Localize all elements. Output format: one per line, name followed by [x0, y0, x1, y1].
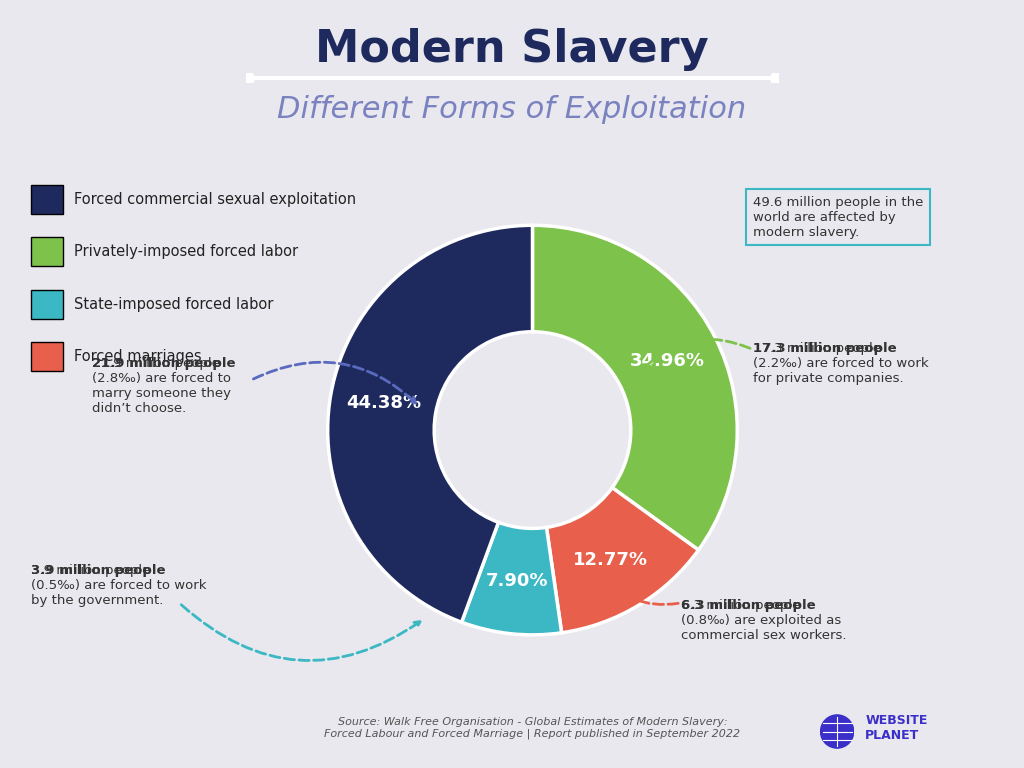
Wedge shape: [532, 225, 737, 550]
Text: State-imposed forced labor: State-imposed forced labor: [74, 296, 273, 312]
Text: 21.9 million people
(2.8‰) are forced to
marry someone they
didn’t choose.: 21.9 million people (2.8‰) are forced to…: [92, 357, 231, 415]
Text: 3.9 million people
(0.5‰) are forced to work
by the government.: 3.9 million people (0.5‰) are forced to …: [31, 564, 206, 607]
Circle shape: [820, 715, 854, 748]
Text: 34.96%: 34.96%: [630, 352, 705, 370]
Text: WEBSITE
PLANET: WEBSITE PLANET: [865, 714, 928, 742]
Text: Privately-imposed forced labor: Privately-imposed forced labor: [74, 244, 298, 260]
Text: 3.9 million people: 3.9 million people: [31, 564, 165, 578]
Text: 6.3 million people: 6.3 million people: [681, 599, 815, 612]
Text: Different Forms of Exploitation: Different Forms of Exploitation: [278, 94, 746, 124]
Text: 21.9 million people: 21.9 million people: [92, 357, 236, 370]
Text: 17.3 million people: 17.3 million people: [753, 342, 896, 355]
Text: 12.77%: 12.77%: [573, 551, 648, 569]
Wedge shape: [328, 225, 532, 622]
Wedge shape: [462, 522, 561, 635]
Wedge shape: [547, 488, 698, 633]
Text: 7.90%: 7.90%: [485, 572, 548, 590]
Text: Modern Slavery: Modern Slavery: [315, 28, 709, 71]
Text: 17.3 million people
(2.2‰) are forced to work
for private companies.: 17.3 million people (2.2‰) are forced to…: [753, 342, 929, 385]
Text: Forced commercial sexual exploitation: Forced commercial sexual exploitation: [74, 192, 356, 207]
Text: 44.38%: 44.38%: [346, 395, 421, 412]
Text: Source: Walk Free Organisation - Global Estimates of Modern Slavery:
Forced Labo: Source: Walk Free Organisation - Global …: [325, 717, 740, 739]
Text: 49.6 million people in the
world are affected by
modern slavery.: 49.6 million people in the world are aff…: [753, 196, 923, 239]
Text: Forced marriages: Forced marriages: [74, 349, 202, 364]
Text: 6.3 million people
(0.8‰) are exploited as
commercial sex workers.: 6.3 million people (0.8‰) are exploited …: [681, 599, 847, 642]
